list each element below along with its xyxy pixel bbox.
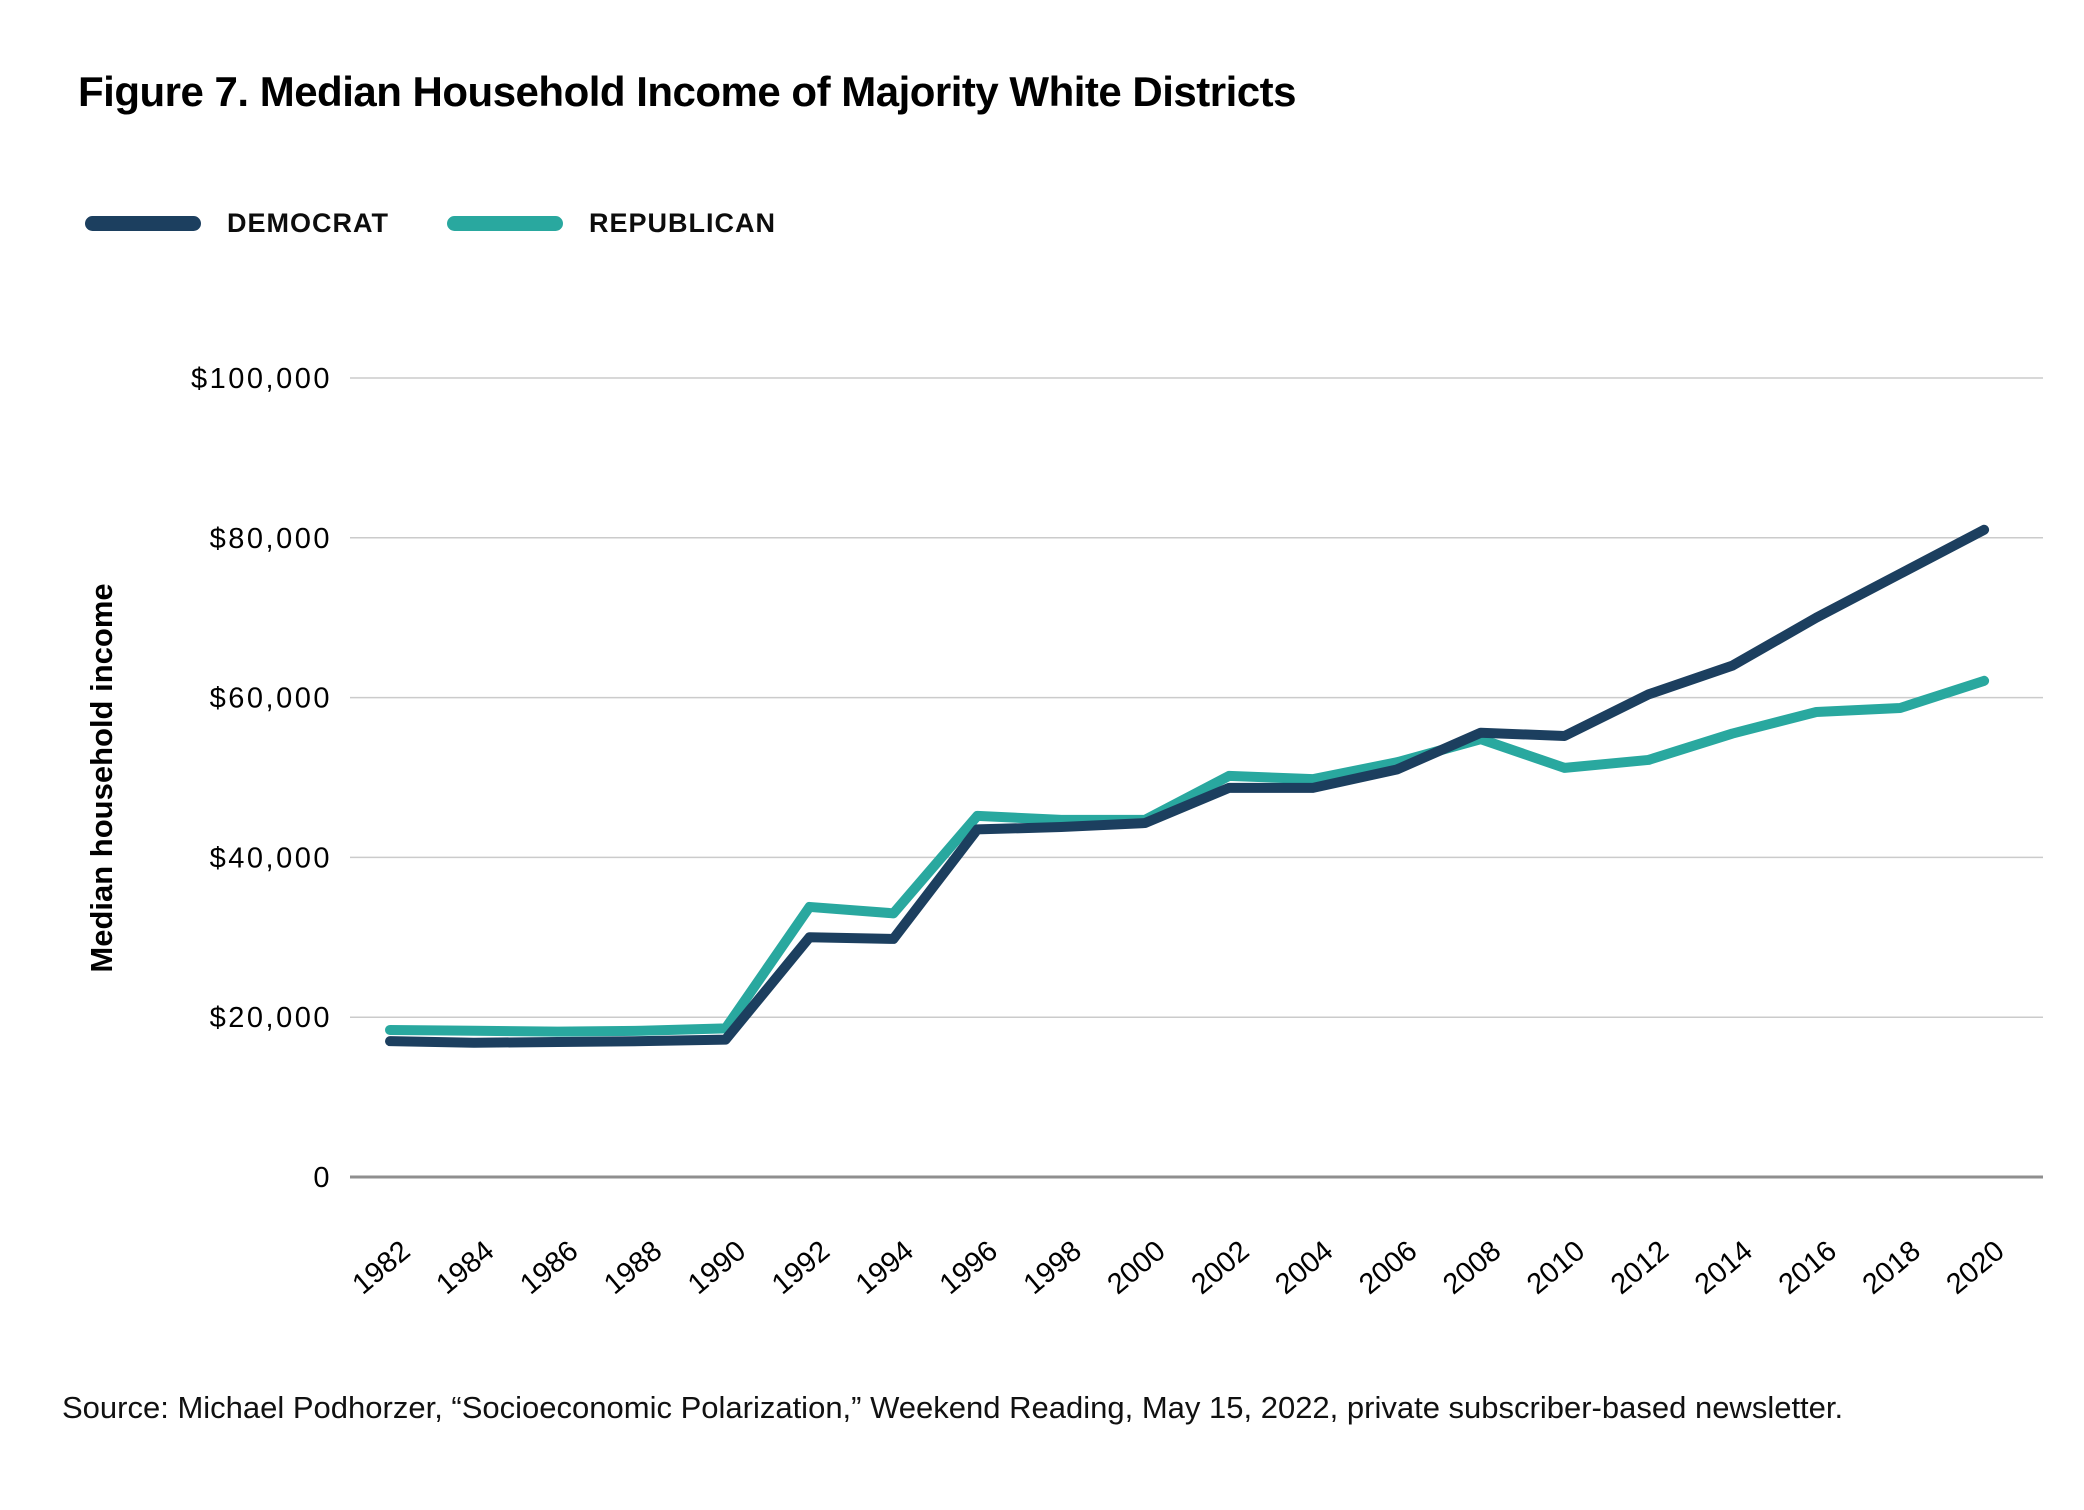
x-tick-label: 1984 — [430, 1235, 500, 1301]
x-tick-label: 1992 — [766, 1235, 836, 1301]
y-tick-label: $20,000 — [210, 1002, 332, 1034]
x-tick-label: 1986 — [514, 1235, 584, 1301]
y-tick-label: $60,000 — [210, 683, 332, 715]
x-tick-label: 2018 — [1857, 1235, 1927, 1301]
legend-item-democrat: DEMOCRAT — [85, 208, 389, 239]
y-tick-label: $80,000 — [210, 523, 332, 555]
x-tick-label: 2010 — [1521, 1235, 1591, 1301]
x-tick-label: 2006 — [1353, 1235, 1423, 1301]
x-tick-label: 2002 — [1186, 1235, 1256, 1301]
figure-title: Figure 7. Median Household Income of Maj… — [78, 68, 1296, 115]
legend: DEMOCRAT REPUBLICAN — [85, 208, 776, 239]
democrat-line — [385, 524, 1990, 1048]
x-tick-label: 2000 — [1102, 1235, 1172, 1301]
y-tick-label: $100,000 — [191, 363, 332, 395]
x-tick-label: 1990 — [682, 1235, 752, 1301]
y-tick-label: $40,000 — [210, 842, 332, 874]
y-axis-title: Median household income — [84, 583, 119, 972]
legend-label-democrat: DEMOCRAT — [227, 208, 389, 238]
legend-swatch-republican — [446, 216, 563, 231]
x-tick-label: 1994 — [850, 1235, 920, 1301]
legend-swatch-democrat — [85, 216, 201, 231]
x-tick-label: 2020 — [1941, 1235, 2011, 1301]
x-tick-label: 1988 — [598, 1235, 668, 1301]
source-note: Source: Michael Podhorzer, “Socioeconomi… — [62, 1390, 1844, 1425]
y-tick-label: 0 — [313, 1162, 332, 1194]
x-tick-label: 1982 — [347, 1235, 417, 1301]
x-tick-label: 2014 — [1689, 1235, 1759, 1301]
republican-line — [385, 675, 1990, 1037]
x-tick-label: 2016 — [1773, 1235, 1843, 1301]
x-tick-label: 1996 — [934, 1235, 1004, 1301]
legend-item-republican: REPUBLICAN — [446, 208, 776, 239]
x-tick-label: 2008 — [1437, 1235, 1507, 1301]
x-tick-label: 1998 — [1018, 1235, 1088, 1301]
legend-label-republican: REPUBLICAN — [588, 208, 776, 238]
x-tick-label: 2004 — [1269, 1235, 1339, 1301]
x-tick-label: 2012 — [1605, 1235, 1675, 1301]
